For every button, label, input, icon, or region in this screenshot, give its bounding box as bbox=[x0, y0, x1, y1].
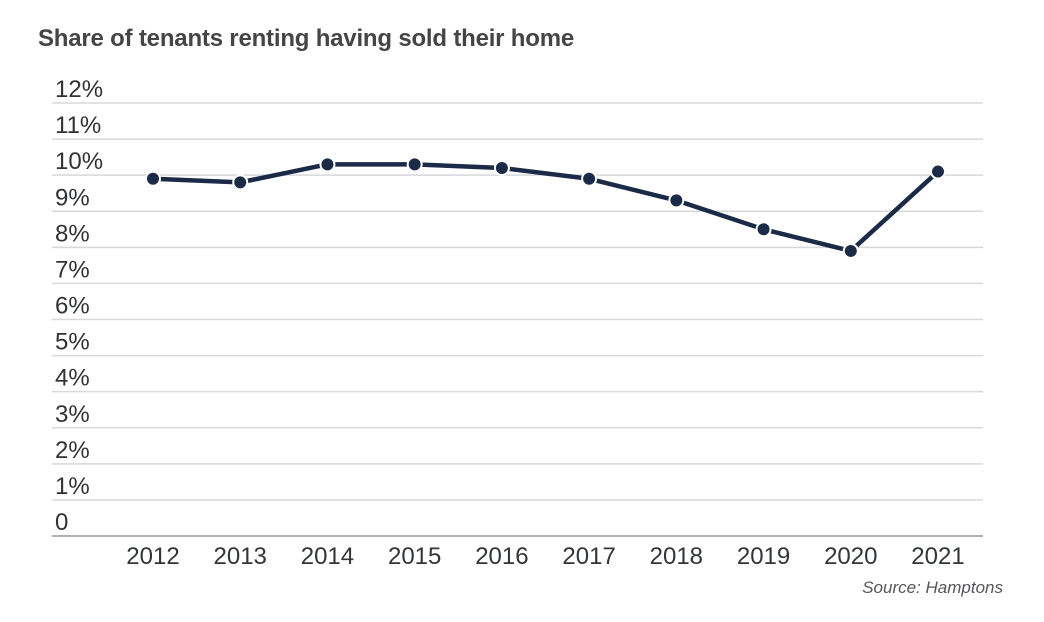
source-note: Source: Hamptons bbox=[862, 578, 1003, 597]
data-line bbox=[150, 162, 941, 254]
x-tick-label: 2016 bbox=[475, 543, 528, 570]
data-point bbox=[406, 156, 423, 173]
y-tick-label: 4% bbox=[55, 365, 90, 392]
y-tick-label: 1% bbox=[55, 473, 90, 500]
y-tick-label: 3% bbox=[55, 401, 90, 428]
y-tick-label: 12% bbox=[55, 76, 103, 103]
data-point bbox=[145, 170, 161, 187]
y-tick-label: 0 bbox=[55, 509, 68, 536]
x-tick-label: 2020 bbox=[824, 543, 877, 570]
x-tick-label: 2017 bbox=[562, 543, 615, 570]
y-tick-label: 9% bbox=[55, 184, 90, 211]
x-tick-label: 2015 bbox=[388, 543, 441, 570]
data-point bbox=[842, 242, 859, 259]
y-tick-label: 7% bbox=[55, 256, 90, 283]
data-point bbox=[581, 170, 598, 187]
data-point bbox=[232, 174, 249, 191]
data-point bbox=[668, 192, 685, 209]
y-tick-label: 11% bbox=[55, 112, 101, 139]
data-point bbox=[319, 156, 336, 173]
y-tick-label: 5% bbox=[55, 329, 90, 356]
x-tick-label: 2012 bbox=[126, 543, 179, 570]
y-tick-label: 10% bbox=[55, 148, 103, 175]
y-tick-label: 8% bbox=[55, 220, 90, 247]
data-point bbox=[755, 221, 772, 238]
x-tick-label: 2013 bbox=[214, 543, 267, 570]
x-tick-label: 2019 bbox=[737, 543, 790, 570]
y-tick-label: 2% bbox=[55, 437, 90, 464]
x-tick-label: 2021 bbox=[911, 543, 964, 570]
x-tick-label: 2018 bbox=[650, 543, 703, 570]
data-point bbox=[930, 163, 946, 180]
chart-title: Share of tenants renting having sold the… bbox=[38, 25, 575, 52]
y-tick-label: 6% bbox=[55, 293, 90, 320]
data-point bbox=[493, 159, 510, 176]
x-tick-label: 2014 bbox=[301, 543, 354, 570]
